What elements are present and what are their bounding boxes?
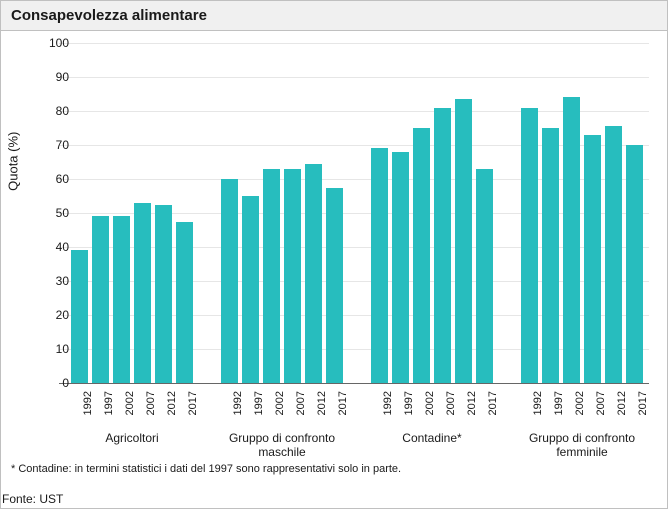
- x-tick-label: 1992: [82, 391, 94, 431]
- bar: [326, 188, 343, 384]
- x-tick-label: 1997: [103, 391, 115, 431]
- bar: [476, 169, 493, 383]
- bar: [434, 108, 451, 383]
- x-tick-label: 2012: [316, 391, 328, 431]
- y-axis-label: Quota (%): [6, 132, 21, 191]
- x-tick-label: 2007: [595, 391, 607, 431]
- x-tick-label: 2017: [637, 391, 649, 431]
- bar: [92, 216, 109, 383]
- grid-line: [59, 111, 649, 112]
- x-tick-label: 2002: [424, 391, 436, 431]
- bar: [305, 164, 322, 383]
- x-tick-label: 2002: [574, 391, 586, 431]
- bar: [392, 152, 409, 383]
- y-tick-label: 70: [39, 138, 69, 152]
- y-tick-label: 60: [39, 172, 69, 186]
- x-tick-label: 2007: [145, 391, 157, 431]
- x-tick-label: 2017: [337, 391, 349, 431]
- x-tick-label: 2012: [616, 391, 628, 431]
- x-tick-label: 2012: [166, 391, 178, 431]
- x-tick-label: 1992: [232, 391, 244, 431]
- x-tick-label: 2007: [295, 391, 307, 431]
- group-label: Gruppo di confronto maschile: [211, 431, 353, 459]
- group-label: Gruppo di confronto femminile: [511, 431, 653, 459]
- footnote: * Contadine: in termini statistici i dat…: [11, 463, 401, 475]
- bar: [134, 203, 151, 383]
- bar: [242, 196, 259, 383]
- x-tick-label: 2002: [274, 391, 286, 431]
- bar: [584, 135, 601, 383]
- bar: [176, 222, 193, 384]
- bar: [413, 128, 430, 383]
- bar: [263, 169, 280, 383]
- x-tick-label: 1992: [382, 391, 394, 431]
- grid-line: [59, 179, 649, 180]
- y-tick-label: 30: [39, 274, 69, 288]
- bar: [455, 99, 472, 383]
- grid-line: [59, 145, 649, 146]
- x-tick-label: 2017: [487, 391, 499, 431]
- group-label: Contadine*: [361, 431, 503, 445]
- source-line: Fonte: UST: [2, 492, 63, 506]
- y-tick-label: 100: [39, 36, 69, 50]
- x-tick-label: 1997: [403, 391, 415, 431]
- chart-title: Consapevolezza alimentare: [1, 1, 667, 31]
- grid-line: [59, 383, 649, 384]
- y-tick-label: 50: [39, 206, 69, 220]
- plot-area: [59, 43, 649, 383]
- grid-line: [59, 77, 649, 78]
- chart-container: Consapevolezza alimentare Quota (%) * Co…: [0, 0, 668, 509]
- bar: [626, 145, 643, 383]
- x-tick-label: 2007: [445, 391, 457, 431]
- y-tick-label: 0: [39, 376, 69, 390]
- x-tick-label: 1997: [253, 391, 265, 431]
- bar: [542, 128, 559, 383]
- bar: [284, 169, 301, 383]
- bar: [371, 148, 388, 383]
- y-tick-label: 20: [39, 308, 69, 322]
- x-tick-label: 1992: [532, 391, 544, 431]
- y-tick-label: 80: [39, 104, 69, 118]
- grid-line: [59, 43, 649, 44]
- y-tick-label: 90: [39, 70, 69, 84]
- group-label: Agricoltori: [61, 431, 203, 445]
- y-tick-label: 40: [39, 240, 69, 254]
- bar: [521, 108, 538, 383]
- bar: [113, 216, 130, 383]
- y-tick-label: 10: [39, 342, 69, 356]
- bar: [71, 250, 88, 383]
- x-tick-label: 2017: [187, 391, 199, 431]
- bar: [221, 179, 238, 383]
- x-tick-label: 1997: [553, 391, 565, 431]
- x-tick-label: 2002: [124, 391, 136, 431]
- bar: [605, 126, 622, 383]
- x-tick-label: 2012: [466, 391, 478, 431]
- bar: [155, 205, 172, 384]
- bar: [563, 97, 580, 383]
